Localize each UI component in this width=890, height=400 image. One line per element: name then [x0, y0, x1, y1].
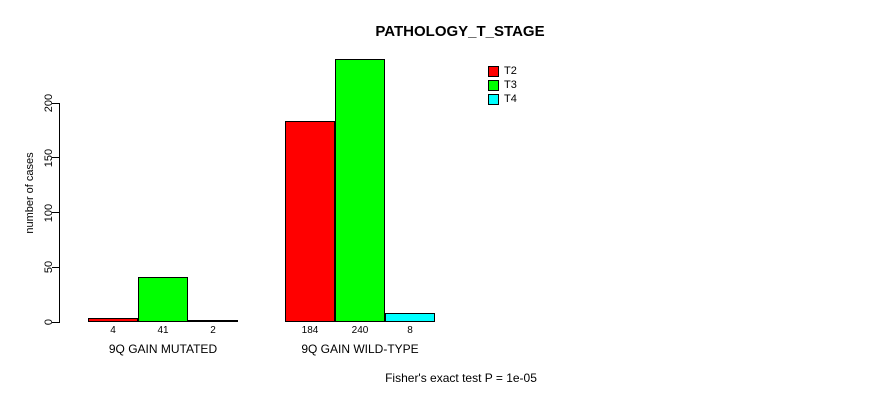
y-tick-mark: [52, 321, 59, 323]
bar-t3-group1: [138, 277, 188, 322]
legend-label: T2: [504, 65, 517, 77]
bar-value-label: 8: [407, 325, 413, 336]
legend-swatch-t3: [488, 80, 499, 91]
legend-label: T4: [504, 93, 517, 105]
chart-title: PATHOLOGY_T_STAGE: [375, 23, 545, 40]
y-axis-line: [59, 103, 60, 323]
bar-t2-group1: [88, 318, 138, 322]
y-tick-mark: [52, 266, 59, 268]
bar-value-label: 4: [110, 325, 116, 336]
footer-annotation: Fisher's exact test P = 1e-05: [385, 371, 537, 385]
y-tick-label: 100: [43, 203, 55, 222]
x-category-label: 9Q GAIN MUTATED: [108, 342, 218, 356]
bar-value-label: 240: [351, 325, 369, 336]
legend-item: T2: [488, 66, 517, 77]
legend-swatch-t4: [488, 94, 499, 105]
y-tick-label: 200: [43, 93, 55, 113]
y-tick-label: 150: [43, 148, 55, 167]
y-tick-mark: [52, 102, 59, 104]
legend-item: T3: [488, 80, 517, 91]
bar-t4-group1: [188, 320, 238, 322]
legend: T2 T3 T4: [488, 66, 517, 108]
y-tick-mark: [52, 212, 59, 213]
bar-t2-group2: [285, 121, 335, 322]
x-category-label: 9Q GAIN WILD-TYPE: [301, 342, 419, 356]
bar-value-label: 184: [301, 325, 319, 336]
y-tick-label: 0: [43, 318, 55, 326]
y-tick-mark: [52, 157, 59, 159]
y-tick-label: 50: [43, 261, 55, 274]
bar-value-label: 41: [157, 325, 169, 336]
y-axis-label: number of cases: [24, 152, 36, 234]
legend-label: T3: [504, 79, 517, 91]
bar-t4-group2: [385, 313, 435, 322]
bar-value-label: 2: [210, 325, 216, 336]
bar-t3-group2: [335, 59, 385, 322]
legend-item: T4: [488, 94, 517, 105]
legend-swatch-t2: [488, 66, 499, 77]
